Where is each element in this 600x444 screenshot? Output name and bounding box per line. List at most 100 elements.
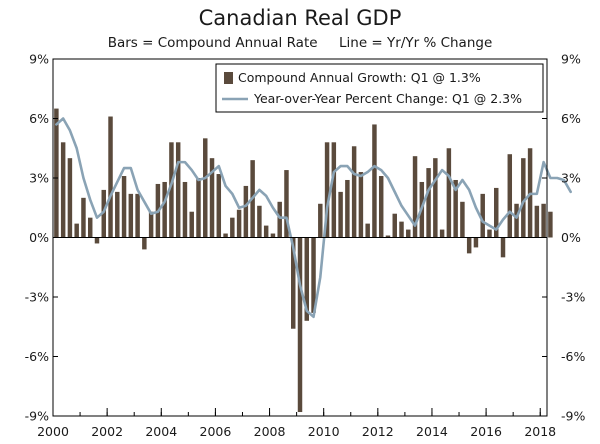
bar xyxy=(507,154,513,238)
bar xyxy=(291,237,296,329)
y-tick-label-left: 6% xyxy=(29,111,49,126)
bars-layer xyxy=(54,108,553,413)
bar xyxy=(318,203,323,238)
bar xyxy=(358,172,364,238)
y-tick-label-right: 6% xyxy=(561,111,581,126)
chart-title: Canadian Real GDP xyxy=(198,6,402,30)
bar xyxy=(257,205,262,238)
bar xyxy=(175,142,181,238)
bar xyxy=(108,116,113,238)
legend-bar-label: Compound Annual Growth: Q1 @ 1.3% xyxy=(238,70,481,85)
bar xyxy=(331,142,337,238)
bar xyxy=(372,124,377,238)
bar xyxy=(392,213,397,238)
x-tick-label: 2010 xyxy=(308,424,340,439)
bar xyxy=(142,237,147,250)
bar xyxy=(209,158,215,238)
x-tick-label: 2006 xyxy=(200,424,232,439)
y-tick-label-right: 0% xyxy=(561,230,581,245)
bar xyxy=(480,193,485,238)
bar xyxy=(196,178,201,238)
x-tick-label: 2016 xyxy=(470,424,502,439)
legend-bar-swatch xyxy=(224,72,233,84)
bar xyxy=(460,201,465,238)
bar xyxy=(148,211,154,238)
bar xyxy=(494,187,499,238)
bar xyxy=(453,179,458,238)
bar xyxy=(243,185,249,238)
bar xyxy=(277,201,282,238)
bar xyxy=(128,193,134,238)
bar xyxy=(473,237,479,248)
bar xyxy=(378,176,384,238)
bar xyxy=(385,235,391,238)
y-tick-label-right: 9% xyxy=(561,52,581,67)
bar xyxy=(74,223,79,238)
bar xyxy=(426,168,431,238)
bar xyxy=(399,221,404,238)
bar xyxy=(87,217,93,238)
bar xyxy=(487,229,492,238)
bar xyxy=(439,229,445,238)
y-tick-label-right: -6% xyxy=(561,349,585,364)
bar xyxy=(270,233,276,238)
legend: Compound Annual Growth: Q1 @ 1.3% Year-ov… xyxy=(215,63,544,113)
bar xyxy=(284,170,289,238)
bar xyxy=(101,189,106,238)
bar xyxy=(541,203,546,238)
bar xyxy=(223,233,228,238)
bar xyxy=(466,237,472,254)
bar xyxy=(94,237,100,244)
legend-line-label: Year-over-Year Percent Change: Q1 @ 2.3% xyxy=(253,91,522,106)
x-tick-label: 2014 xyxy=(416,424,448,439)
bar xyxy=(500,237,506,258)
line-layer xyxy=(55,117,572,319)
bar xyxy=(135,193,140,238)
bar xyxy=(297,237,303,413)
bar xyxy=(351,146,357,238)
bar xyxy=(345,179,350,238)
bar xyxy=(169,142,174,238)
x-tick-label: 2008 xyxy=(254,424,286,439)
legend-box xyxy=(215,63,544,113)
bar xyxy=(338,191,343,238)
bar xyxy=(54,108,59,238)
bar xyxy=(433,158,438,238)
y-tick-label-right: -3% xyxy=(561,290,585,305)
bar xyxy=(311,237,316,313)
bar xyxy=(203,138,208,238)
x-tick-label: 2002 xyxy=(91,424,123,439)
y-tick-label-left: 3% xyxy=(29,171,49,186)
bar xyxy=(412,156,418,238)
bar xyxy=(182,181,188,238)
bar xyxy=(324,142,330,238)
bar xyxy=(406,229,411,238)
bar xyxy=(216,174,222,238)
x-tick-label: 2012 xyxy=(362,424,394,439)
bar xyxy=(115,191,120,238)
yoy-line xyxy=(55,117,572,319)
bar xyxy=(548,211,553,238)
x-tick-label: 2000 xyxy=(37,424,69,439)
bar xyxy=(236,209,242,238)
y-tick-label-left: 9% xyxy=(29,52,49,67)
bar xyxy=(514,203,519,238)
chart-subtitle: Bars = Compound Annual Rate Line = Yr/Yr… xyxy=(107,35,493,51)
y-tick-label-right: 3% xyxy=(561,171,581,186)
y-tick-label-left: -9% xyxy=(25,409,49,424)
bar xyxy=(521,158,526,238)
bar xyxy=(162,181,167,238)
y-tick-label-right: -9% xyxy=(561,409,585,424)
bar xyxy=(230,217,235,238)
bar xyxy=(60,142,66,238)
bar xyxy=(365,223,370,238)
y-tick-label-left: 0% xyxy=(29,230,49,245)
bar xyxy=(304,237,309,321)
y-tick-label-left: -6% xyxy=(25,349,49,364)
bar xyxy=(534,205,540,238)
bar xyxy=(81,197,86,238)
axes-layer: 9% 9%6% 6%3% 3%0% 0%-3% -3%-6% -6%-9% -9%2000 20… xyxy=(25,52,586,440)
bar xyxy=(263,225,269,238)
bar xyxy=(189,211,194,238)
